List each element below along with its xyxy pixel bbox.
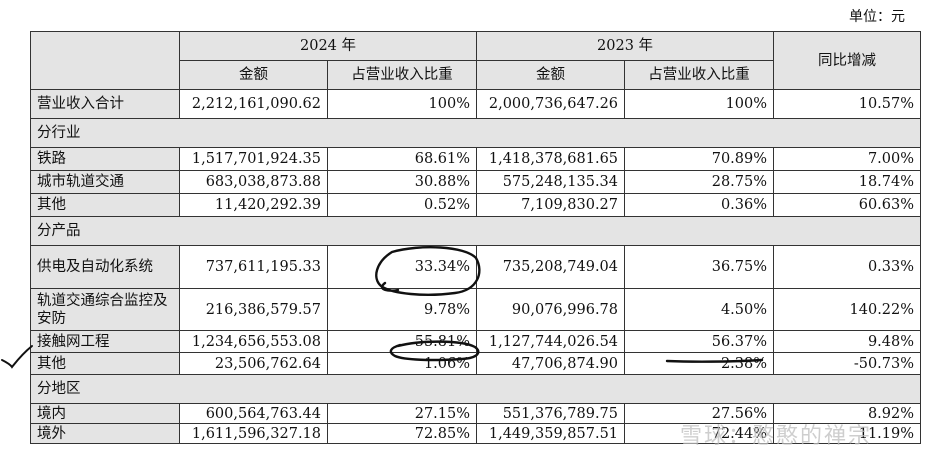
section-label: 分产品	[29, 216, 922, 246]
cell-yoy: 0.33%	[773, 245, 922, 289]
cell-amount-2024: 23,506,762.64	[179, 352, 328, 375]
cell-share-2023: 70.89%	[624, 147, 775, 171]
cell-amount-2024: 11,420,292.39	[179, 193, 328, 217]
unit-label: 单位：元	[849, 9, 905, 25]
cell-amount-2023: 7,109,830.27	[476, 193, 626, 217]
table-row: 铁路 1,517,701,924.35 68.61% 1,418,378,681…	[30, 147, 922, 171]
cell-amount-2023: 551,376,789.75	[476, 403, 626, 424]
watermark: 雪球：憨憨的禅宗	[680, 424, 873, 449]
table-row: 境内 600,564,763.44 27.15% 551,376,789.75 …	[30, 403, 922, 424]
cell-yoy: 18.74%	[773, 170, 922, 194]
cell-share-2024: 72.85%	[326, 423, 478, 444]
cell-yoy: 60.63%	[773, 193, 922, 217]
table-row: 接触网工程 1,234,656,553.08 55.81% 1,127,744,…	[30, 330, 922, 353]
cell-amount-2024: 1,517,701,924.35	[179, 147, 328, 171]
section-label: 分行业	[29, 118, 922, 148]
header-amount-2023: 金额	[476, 60, 626, 90]
cell-share-2024: 100%	[326, 89, 478, 119]
cell-share-2024: 30.88%	[326, 170, 478, 194]
row-label: 接触网工程	[30, 330, 180, 353]
cell-share-2023: 36.75%	[624, 245, 775, 289]
cell-share-2023: 0.36%	[624, 193, 775, 217]
header-amount-2024: 金额	[179, 60, 328, 90]
row-label: 其他	[30, 352, 180, 375]
cell-share-2023: 28.75%	[624, 170, 775, 194]
section-row-region: 分地区	[29, 374, 922, 404]
cell-amount-2024: 683,038,873.88	[179, 170, 328, 194]
cell-amount-2023: 1,127,744,026.54	[476, 330, 626, 353]
cell-share-2024: 55.81%	[326, 330, 478, 353]
cell-amount-2023: 575,248,135.34	[476, 170, 626, 194]
cell-share-2023: 100%	[624, 89, 775, 119]
cell-amount-2023: 90,076,996.78	[476, 288, 626, 331]
cell-amount-2024: 1,234,656,553.08	[179, 330, 328, 353]
row-label: 轨道交通综合监控及安防	[30, 288, 180, 331]
cell-amount-2023: 735,208,749.04	[476, 245, 626, 289]
cell-share-2024: 33.34%	[326, 245, 478, 289]
cell-share-2023: 72.44%	[624, 423, 775, 444]
row-label: 城市轨道交通	[30, 170, 180, 194]
header-row-columns: 金额 占营业收入比重 金额 占营业收入比重	[31, 60, 921, 90]
cell-share-2023: 27.56%	[624, 403, 775, 424]
table-row: 其他 23,506,762.64 1.06% 47,706,874.90 2.3…	[30, 352, 922, 375]
cell-amount-2024: 600,564,763.44	[179, 403, 328, 424]
cell-amount-2024: 2,212,161,090.62	[179, 89, 328, 119]
cell-amount-2024: 737,611,195.33	[179, 245, 328, 289]
cell-yoy: -50.73%	[773, 352, 922, 375]
row-label: 供电及自动化系统	[30, 245, 180, 289]
row-label: 其他	[30, 193, 180, 217]
row-label: 铁路	[30, 147, 180, 171]
cell-amount-2024: 1,611,596,327.18	[179, 423, 328, 444]
cell-amount-2023: 47,706,874.90	[476, 352, 626, 375]
section-row-product: 分产品	[29, 216, 922, 246]
cell-amount-2024: 216,386,579.57	[179, 288, 328, 331]
revenue-breakdown-table: 2024 年 2023 年 同比增减 金额 占营业收入比重 金额 占营业收入比重…	[29, 31, 922, 444]
table-row: 供电及自动化系统 737,611,195.33 33.34% 735,208,7…	[30, 245, 922, 289]
cell-yoy: 7.00%	[773, 147, 922, 171]
table-row: 城市轨道交通 683,038,873.88 30.88% 575,248,135…	[30, 170, 922, 194]
cell-yoy: 140.22%	[773, 288, 922, 331]
cell-share-2024: 1.06%	[326, 352, 478, 375]
cell-amount-2023: 2,000,736,647.26	[476, 89, 626, 119]
header-row-years: 2024 年 2023 年 同比增减	[30, 31, 922, 90]
cell-yoy: 9.48%	[773, 330, 922, 353]
header-share-2023: 占营业收入比重	[624, 60, 775, 90]
cell-amount-2023: 1,449,359,857.51	[476, 423, 626, 444]
table-row-total: 营业收入合计 2,212,161,090.62 100% 2,000,736,6…	[30, 89, 922, 119]
cell-share-2024: 0.52%	[326, 193, 478, 217]
cell-share-2023: 2.38%	[624, 352, 775, 375]
table-row: 轨道交通综合监控及安防 216,386,579.57 9.78% 90,076,…	[30, 288, 922, 331]
section-row-industry: 分行业	[29, 118, 922, 148]
header-blank-cell	[30, 31, 180, 90]
header-yoy: 同比增减	[773, 31, 922, 90]
table-row: 其他 11,420,292.39 0.52% 7,109,830.27 0.36…	[30, 193, 922, 217]
section-label: 分地区	[29, 374, 922, 404]
header-share-2024: 占营业收入比重	[326, 60, 478, 90]
cell-yoy: 11.19%	[773, 423, 922, 444]
cell-share-2024: 68.61%	[326, 147, 478, 171]
row-label: 境内	[30, 403, 180, 424]
cell-share-2024: 27.15%	[326, 403, 478, 424]
cell-share-2023: 4.50%	[624, 288, 775, 331]
cell-share-2024: 9.78%	[326, 288, 478, 331]
cell-yoy: 10.57%	[773, 89, 922, 119]
row-label: 境外	[30, 423, 180, 444]
header-2023: 2023 年	[476, 31, 775, 61]
cell-amount-2023: 1,418,378,681.65	[476, 147, 626, 171]
header-2024: 2024 年	[178, 31, 478, 61]
cell-share-2023: 56.37%	[624, 330, 775, 353]
row-label: 营业收入合计	[30, 89, 180, 119]
check-mark	[1, 345, 33, 369]
table-row: 境外 1,611,596,327.18 72.85% 1,449,359,857…	[30, 423, 922, 444]
